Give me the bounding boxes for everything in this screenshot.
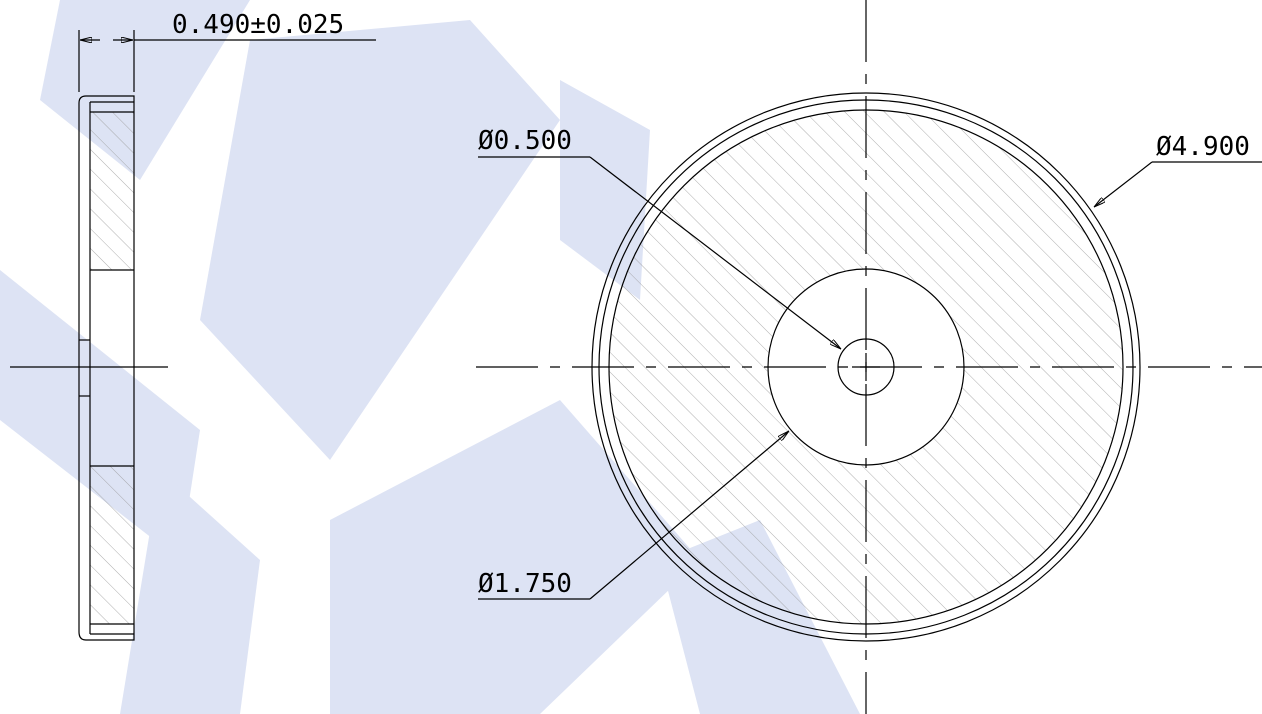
hole-diameter-label: Ø0.500 — [478, 126, 572, 156]
outer-diameter-label: Ø4.900 — [1156, 132, 1250, 162]
dimension-leaders — [478, 156, 1262, 600]
hub-diameter-label: Ø1.750 — [478, 569, 572, 599]
side-view — [10, 30, 376, 641]
watermark — [0, 0, 860, 714]
front-view — [476, 0, 1262, 714]
thickness-dimension-label: 0.490±0.025 — [172, 10, 344, 40]
